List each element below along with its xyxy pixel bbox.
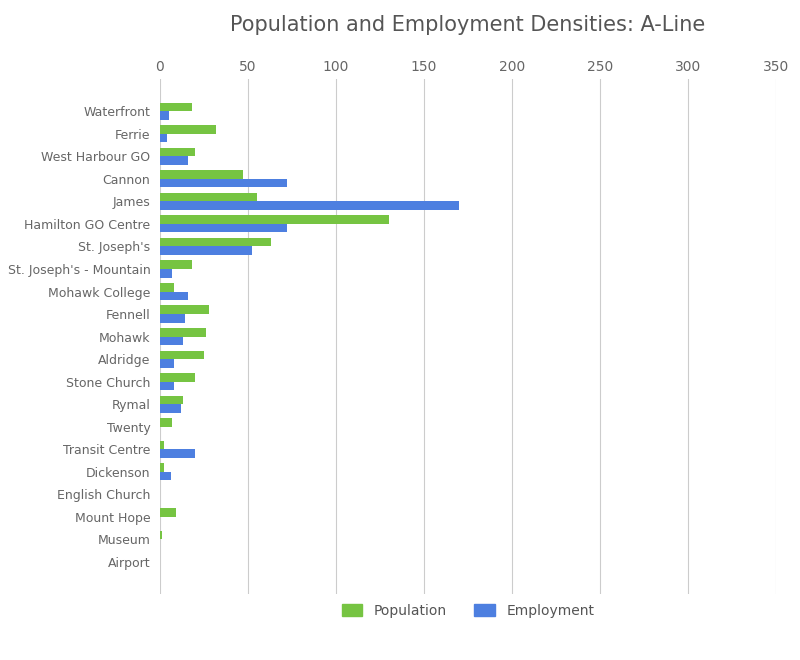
Title: Population and Employment Densities: A-Line: Population and Employment Densities: A-L…: [230, 15, 706, 34]
Bar: [160, 508, 176, 517]
Bar: [160, 449, 195, 458]
Bar: [160, 125, 216, 134]
Bar: [160, 201, 459, 210]
Bar: [160, 102, 192, 111]
Bar: [160, 238, 271, 246]
Bar: [160, 463, 163, 472]
Bar: [160, 179, 286, 187]
Bar: [160, 418, 172, 427]
Bar: [160, 314, 185, 323]
Bar: [160, 441, 163, 449]
Bar: [160, 350, 204, 359]
Bar: [160, 328, 206, 337]
Bar: [160, 269, 172, 278]
Legend: Population, Employment: Population, Employment: [336, 598, 600, 623]
Bar: [160, 292, 188, 300]
Bar: [160, 148, 195, 156]
Bar: [160, 134, 167, 143]
Bar: [160, 261, 192, 269]
Bar: [160, 359, 174, 368]
Bar: [160, 283, 174, 292]
Bar: [160, 531, 162, 539]
Bar: [160, 111, 169, 119]
Bar: [160, 224, 286, 232]
Bar: [160, 170, 242, 179]
Bar: [160, 306, 210, 314]
Bar: [160, 404, 181, 412]
Bar: [160, 472, 170, 480]
Bar: [160, 381, 174, 390]
Bar: [160, 156, 188, 165]
Bar: [160, 373, 195, 381]
Bar: [160, 215, 389, 224]
Bar: [160, 193, 257, 201]
Bar: [160, 246, 251, 255]
Bar: [160, 337, 183, 345]
Bar: [160, 395, 183, 404]
